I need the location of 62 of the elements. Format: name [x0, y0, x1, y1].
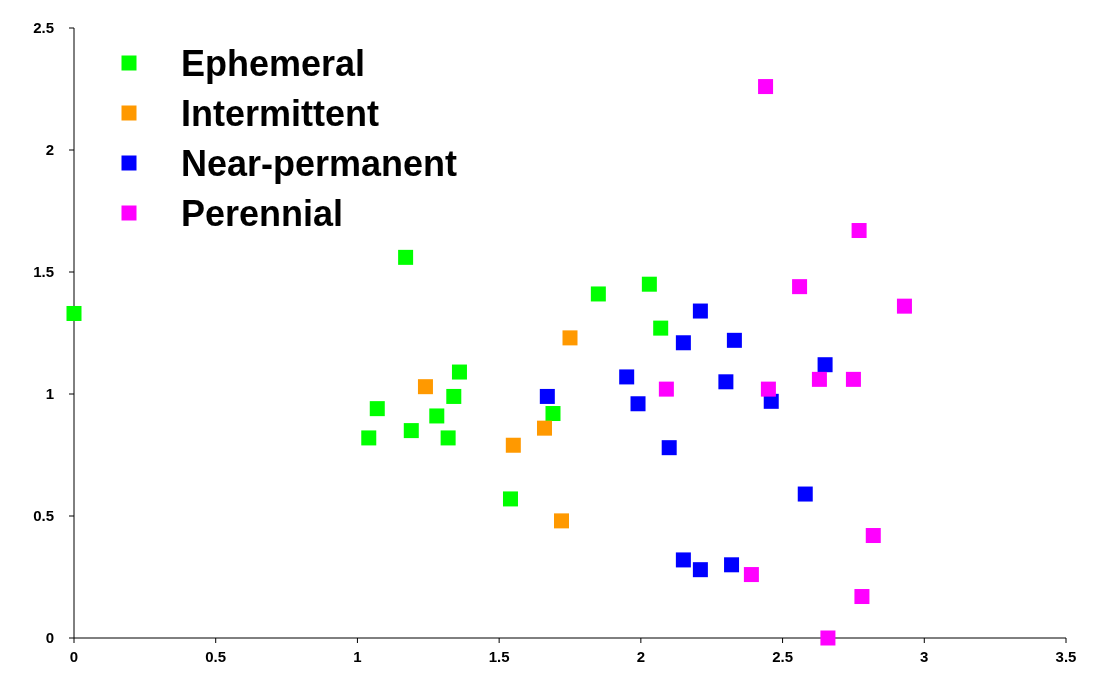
point — [896, 298, 912, 314]
point — [743, 567, 759, 583]
x-tick-label: 2.5 — [772, 648, 793, 665]
point — [403, 423, 419, 439]
point — [554, 513, 569, 529]
point — [851, 223, 867, 239]
point — [675, 552, 691, 568]
point — [451, 364, 467, 380]
point — [630, 396, 646, 412]
point — [718, 374, 734, 390]
point — [545, 406, 561, 422]
point — [792, 279, 808, 295]
point — [619, 369, 635, 385]
legend-label: Ephemeral — [181, 42, 366, 84]
x-tick-label: 1 — [353, 648, 362, 665]
point — [641, 276, 657, 292]
point — [562, 330, 578, 346]
y-tick-label: 0 — [45, 629, 54, 647]
point — [865, 528, 881, 544]
legend-label: Near-permanent — [181, 142, 458, 184]
point — [429, 408, 445, 424]
point — [817, 357, 833, 373]
point — [398, 249, 414, 265]
y-tick-label: 2.5 — [33, 19, 54, 37]
y-tick-label: 1.5 — [33, 263, 54, 281]
point — [760, 381, 776, 397]
point — [505, 437, 521, 453]
point — [440, 430, 456, 446]
point — [692, 562, 708, 578]
point — [446, 388, 462, 404]
point — [820, 630, 836, 646]
x-tick-label: 2 — [636, 648, 646, 665]
point — [845, 371, 861, 387]
point — [417, 379, 433, 395]
x-tick-label: 3 — [920, 648, 929, 665]
y-tick-label: 1 — [45, 385, 54, 403]
point — [590, 286, 606, 302]
x-tick-label: 0 — [69, 648, 79, 665]
point — [692, 303, 708, 319]
point — [758, 79, 774, 95]
point — [675, 335, 691, 351]
x-tick-label: 0.5 — [205, 648, 227, 665]
x-tick-label: 3.5 — [1055, 648, 1077, 665]
y-tick-label: 0.5 — [33, 507, 54, 525]
x-tick-label: 1.5 — [488, 648, 510, 665]
point — [539, 388, 555, 404]
point — [661, 440, 677, 456]
point — [811, 371, 827, 387]
point — [724, 557, 740, 573]
point — [854, 589, 870, 605]
legend-label: Intermittent — [181, 92, 380, 134]
point — [369, 401, 385, 417]
y-tick-label: 2 — [45, 141, 54, 159]
point — [653, 320, 669, 336]
point — [361, 430, 377, 446]
point — [726, 332, 742, 348]
point — [66, 305, 82, 321]
point — [502, 491, 518, 507]
point — [658, 381, 674, 397]
point — [536, 420, 552, 436]
point — [797, 486, 813, 502]
legend-label: Perennial — [181, 192, 344, 234]
